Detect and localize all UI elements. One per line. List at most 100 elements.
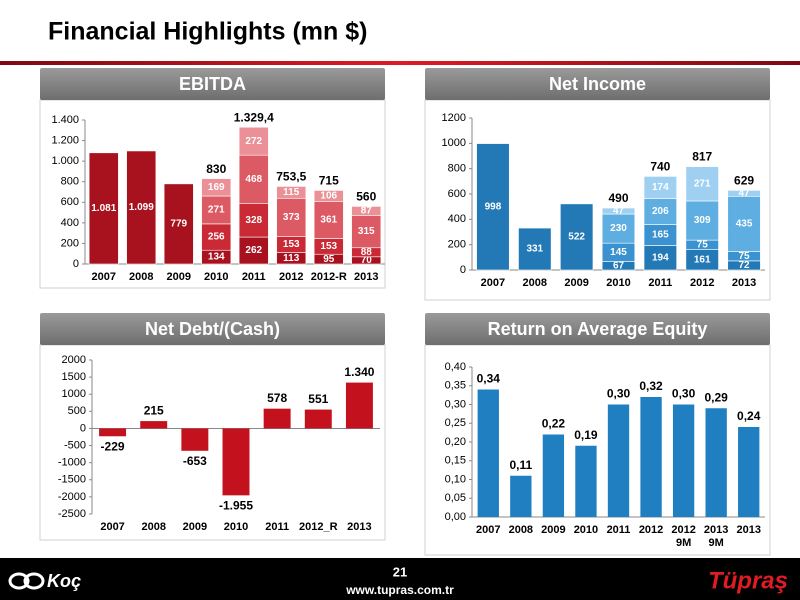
y-tick-label: 1500 bbox=[62, 371, 86, 383]
data-label: 0,32 bbox=[639, 379, 663, 393]
page-number: 21 bbox=[393, 564, 407, 579]
data-label: 0,34 bbox=[477, 372, 501, 386]
y-tick-label: 0 bbox=[460, 264, 466, 276]
x-tick-label: 2007 bbox=[92, 271, 116, 283]
data-label: 0,30 bbox=[607, 387, 631, 401]
data-label: 161 bbox=[694, 254, 711, 265]
bar-segment bbox=[560, 203, 594, 271]
data-label: 174 bbox=[652, 182, 669, 193]
data-label: 75 bbox=[739, 251, 751, 262]
bar-segment bbox=[276, 186, 307, 199]
footer-bar bbox=[0, 558, 800, 600]
data-label: 47 bbox=[613, 206, 625, 217]
y-tick-label: 0 bbox=[80, 422, 86, 434]
data-label: 47 bbox=[739, 188, 751, 199]
total-label: 1.329,4 bbox=[234, 110, 274, 124]
data-label: 95 bbox=[323, 254, 335, 265]
chart-title: Return on Average Equity bbox=[488, 319, 708, 339]
x-tick-label: 2013 bbox=[354, 271, 378, 283]
data-label: 0,19 bbox=[574, 428, 598, 442]
bar bbox=[477, 389, 499, 517]
bar-segment bbox=[518, 227, 552, 271]
bar-segment bbox=[727, 190, 761, 197]
y-tick-label: -2500 bbox=[58, 508, 86, 520]
y-tick-label: 800 bbox=[448, 163, 466, 175]
x-tick-label: 2011 bbox=[265, 521, 289, 533]
bar bbox=[99, 428, 127, 437]
y-tick-label: 400 bbox=[61, 217, 79, 229]
bar-segment bbox=[476, 143, 510, 271]
y-tick-label: 0,25 bbox=[445, 417, 466, 429]
bar bbox=[263, 408, 291, 429]
y-tick-label: 1.400 bbox=[51, 114, 79, 126]
y-tick-label: 1000 bbox=[62, 388, 86, 400]
y-tick-label: -1000 bbox=[58, 457, 86, 469]
y-tick-label: 600 bbox=[61, 196, 79, 208]
data-label: 361 bbox=[320, 215, 337, 226]
y-tick-label: 0,20 bbox=[445, 436, 466, 448]
data-label: 1.081 bbox=[91, 203, 116, 214]
bar-segment bbox=[238, 126, 269, 156]
y-tick-label: 500 bbox=[68, 405, 86, 417]
data-label: 206 bbox=[652, 206, 669, 217]
x-tick-label: 2012-R bbox=[311, 271, 347, 283]
bar-segment bbox=[201, 195, 232, 225]
x-tick-label: 2008 bbox=[141, 521, 165, 533]
x-tick-label: 2007 bbox=[481, 277, 505, 289]
bar bbox=[140, 421, 168, 429]
bar-segment bbox=[88, 152, 119, 265]
bar bbox=[542, 434, 565, 517]
bar bbox=[222, 428, 250, 496]
bar bbox=[345, 382, 373, 429]
bar bbox=[640, 397, 662, 517]
data-label: 115 bbox=[283, 187, 300, 198]
data-label: 0,30 bbox=[672, 387, 696, 401]
y-tick-label: 0,05 bbox=[445, 492, 466, 504]
bar-segment bbox=[601, 213, 636, 244]
data-label: 215 bbox=[144, 403, 164, 417]
y-tick-label: 0,15 bbox=[445, 455, 466, 467]
data-label: -653 bbox=[183, 454, 207, 468]
data-label: 578 bbox=[267, 391, 287, 405]
y-tick-label: 0,10 bbox=[445, 473, 466, 485]
total-label: 490 bbox=[608, 191, 628, 205]
y-tick-label: 800 bbox=[61, 176, 79, 188]
data-label: 468 bbox=[245, 174, 262, 185]
data-label: 88 bbox=[361, 247, 373, 258]
bar-segment bbox=[685, 200, 719, 241]
total-label: 715 bbox=[319, 174, 339, 188]
data-label: 75 bbox=[697, 239, 709, 250]
data-label: 1.099 bbox=[129, 202, 154, 213]
bar-segment bbox=[238, 154, 269, 204]
total-label: 560 bbox=[356, 190, 376, 204]
y-tick-label: 200 bbox=[448, 239, 466, 251]
y-tick-label: 1.000 bbox=[51, 155, 79, 167]
data-label: 169 bbox=[208, 182, 225, 193]
y-tick-label: -2000 bbox=[58, 491, 86, 503]
x-tick-label: 2007 bbox=[476, 524, 500, 536]
data-label: 256 bbox=[208, 232, 225, 243]
bar-segment bbox=[351, 206, 382, 216]
data-label: -229 bbox=[101, 439, 125, 453]
bar bbox=[575, 445, 597, 517]
data-label: 0,24 bbox=[737, 409, 761, 423]
panel-header bbox=[40, 68, 385, 100]
data-label: 145 bbox=[610, 247, 627, 258]
y-tick-label: 0,30 bbox=[445, 398, 466, 410]
x-tick-label: 2013 bbox=[736, 524, 760, 536]
y-tick-label: 0,00 bbox=[445, 511, 466, 523]
y-tick-label: 600 bbox=[448, 188, 466, 200]
data-label: 1.340 bbox=[344, 365, 374, 379]
data-label: 373 bbox=[283, 212, 300, 223]
total-label: 740 bbox=[650, 159, 670, 173]
bar-segment bbox=[643, 245, 677, 271]
x-tick-label: 2009 bbox=[541, 524, 565, 536]
bar-segment bbox=[126, 150, 157, 265]
right-logo: Tüpraş bbox=[708, 567, 788, 594]
bar-segment bbox=[238, 203, 269, 238]
x-tick-label: 2007 bbox=[100, 521, 124, 533]
data-label: 153 bbox=[283, 239, 300, 250]
bar-segment bbox=[201, 178, 232, 197]
y-tick-label: 1000 bbox=[442, 137, 466, 149]
